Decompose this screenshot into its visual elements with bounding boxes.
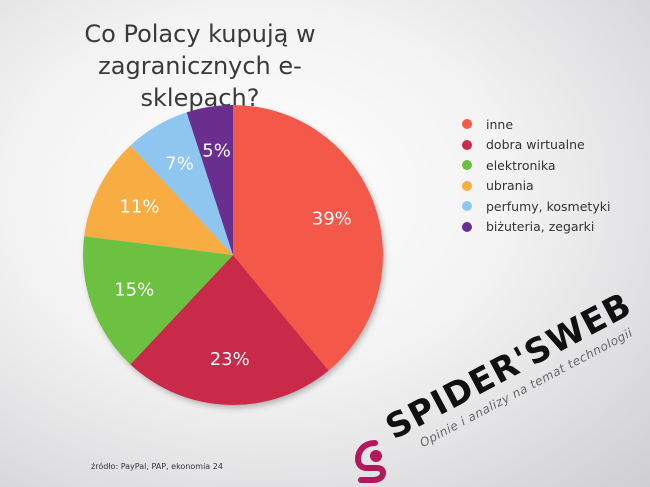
chart-legend: inne dobra wirtualne elektronika ubrania per… bbox=[462, 114, 610, 237]
pie-label-0: 39% bbox=[312, 208, 352, 229]
pie-slice-5 bbox=[186, 105, 233, 255]
legend-item: ubrania bbox=[462, 176, 610, 197]
pie-label-1: 23% bbox=[210, 349, 250, 370]
legend-swatch bbox=[462, 201, 472, 212]
legend-item: dobra wirtualne bbox=[462, 135, 610, 156]
chart-title: Co Polacy kupują w zagranicznych e-sklep… bbox=[60, 18, 340, 114]
legend-label: elektronika bbox=[486, 157, 556, 173]
legend-item: biżuteria, zegarki bbox=[462, 217, 610, 238]
pie-slice-1 bbox=[130, 255, 329, 405]
legend-label: ubrania bbox=[486, 178, 534, 194]
legend-item: perfumy, kosmetyki bbox=[462, 196, 610, 217]
legend-swatch bbox=[462, 119, 472, 130]
legend-label: biżuteria, zegarki bbox=[486, 219, 595, 235]
pie-slice-2 bbox=[82, 236, 233, 365]
legend-label: perfumy, kosmetyki bbox=[486, 198, 611, 214]
pie-slice-3 bbox=[84, 145, 233, 255]
pie-slice-4 bbox=[130, 112, 233, 255]
legend-swatch bbox=[462, 160, 472, 171]
legend-label: dobra wirtualne bbox=[486, 137, 585, 153]
pie-label-4: 7% bbox=[165, 154, 194, 175]
spidersweb-logo-icon bbox=[355, 440, 387, 483]
legend-label: inne bbox=[486, 116, 514, 132]
pie-slice-0 bbox=[233, 105, 383, 371]
source-note: źródło: PayPal, PAP, ekonomia 24 bbox=[91, 462, 223, 471]
legend-item: elektronika bbox=[462, 155, 610, 176]
pie-label-5: 5% bbox=[202, 140, 231, 161]
pie-label-2: 15% bbox=[114, 280, 154, 301]
pie-label-3: 11% bbox=[119, 196, 159, 217]
legend-swatch bbox=[462, 180, 472, 191]
chart-title-line-1: Co Polacy kupują w bbox=[84, 20, 316, 48]
legend-swatch bbox=[462, 221, 472, 232]
legend-swatch bbox=[462, 139, 472, 150]
legend-item: inne bbox=[462, 114, 610, 135]
